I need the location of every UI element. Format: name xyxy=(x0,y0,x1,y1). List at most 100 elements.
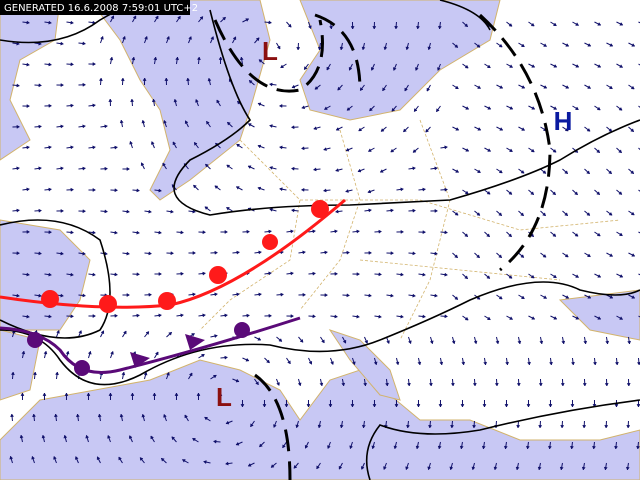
wind-arrow xyxy=(323,106,328,110)
wind-arrow xyxy=(280,64,285,69)
wind-arrow xyxy=(136,272,140,277)
wind-arrow xyxy=(493,466,498,471)
wind-arrow xyxy=(290,229,294,234)
wind-arrow xyxy=(16,83,20,88)
wind-arrow xyxy=(279,145,283,150)
wind-arrow xyxy=(225,420,230,425)
wind-arrow xyxy=(587,85,592,89)
wind-arrow xyxy=(413,108,418,112)
wind-arrow xyxy=(60,251,64,256)
wind-arrow xyxy=(196,392,201,396)
wind-arrow xyxy=(259,443,263,448)
wind-arrow xyxy=(608,128,613,132)
wind-arrow xyxy=(38,124,42,129)
wind-arrow xyxy=(520,254,525,258)
wind-arrow xyxy=(148,251,152,256)
wind-arrow xyxy=(503,445,508,450)
wind-arrow xyxy=(638,63,640,66)
wind-arrow xyxy=(618,106,623,111)
wind-arrow xyxy=(158,272,162,276)
wind-arrow xyxy=(349,445,354,450)
trough xyxy=(314,13,362,91)
wind-arrow xyxy=(21,350,26,355)
wind-arrow xyxy=(348,66,353,71)
wind-arrow xyxy=(188,372,193,377)
wind-arrow xyxy=(20,392,25,396)
wind-arrow xyxy=(317,424,322,429)
wind-arrow xyxy=(282,444,286,449)
wind-arrow xyxy=(257,186,262,191)
wind-arrow xyxy=(236,250,240,255)
wind-arrow xyxy=(53,413,58,418)
wind-arrow xyxy=(321,339,325,344)
wind-arrow xyxy=(92,62,96,67)
wind-arrow xyxy=(437,445,442,450)
wind-arrow xyxy=(98,77,103,82)
wind-arrow xyxy=(574,191,578,196)
wind-arrow xyxy=(9,455,14,460)
wind-arrow xyxy=(290,314,294,319)
wind-arrow xyxy=(472,424,477,429)
wind-arrow xyxy=(255,381,259,386)
wind-arrow xyxy=(268,313,272,318)
wind-arrow xyxy=(188,36,192,40)
wind-arrow xyxy=(323,147,327,151)
wind-arrow xyxy=(549,361,553,366)
wind-arrow xyxy=(486,316,491,320)
wind-arrow xyxy=(464,316,469,321)
wind-arrow xyxy=(412,149,417,153)
wind-arrow xyxy=(53,455,57,460)
wind-arrow xyxy=(416,25,420,30)
wind-arrow xyxy=(87,350,92,355)
wind-arrow xyxy=(60,166,64,171)
warm-symbol xyxy=(99,295,117,313)
wind-arrow xyxy=(543,295,548,299)
wind-arrow xyxy=(436,108,440,113)
wind-arrow xyxy=(121,371,126,376)
wind-arrow xyxy=(587,295,592,299)
wind-arrow xyxy=(444,187,448,192)
wind-arrow xyxy=(531,106,536,110)
wind-arrow xyxy=(314,86,319,90)
wind-arrow xyxy=(60,124,64,129)
wind-arrow xyxy=(96,456,101,461)
wind-arrow xyxy=(531,316,536,320)
wind-arrow xyxy=(141,119,146,124)
wind-arrow xyxy=(575,64,580,68)
wind-arrow xyxy=(26,229,30,234)
wind-arrow xyxy=(152,392,157,396)
wind-arrow xyxy=(552,22,557,26)
wind-arrow xyxy=(575,316,580,320)
wind-arrow xyxy=(631,43,636,47)
wind-arrow xyxy=(70,20,74,25)
wind-arrow xyxy=(444,145,448,150)
warm-symbol xyxy=(41,290,59,308)
wind-arrow xyxy=(486,275,491,279)
wind-arrow xyxy=(335,209,339,214)
wind-arrow xyxy=(638,147,640,151)
wind-arrow xyxy=(168,331,173,336)
wind-arrow xyxy=(412,208,416,213)
wind-arrow xyxy=(26,272,30,277)
wind-arrow xyxy=(226,207,230,211)
wind-arrow xyxy=(42,392,47,396)
wind-arrow xyxy=(38,166,42,171)
wind-arrow xyxy=(119,413,124,418)
wind-arrow xyxy=(154,15,159,20)
wind-arrow xyxy=(614,445,619,450)
wind-arrow xyxy=(504,404,509,408)
wind-arrow xyxy=(48,230,52,235)
wind-arrow xyxy=(509,316,514,320)
wind-arrow xyxy=(269,82,273,87)
isobar xyxy=(439,0,491,31)
wind-arrow xyxy=(268,229,272,234)
wind-arrow xyxy=(486,64,491,68)
wind-arrow xyxy=(394,404,399,408)
wind-arrow xyxy=(210,36,214,40)
wind-arrow xyxy=(247,463,252,467)
wind-arrow xyxy=(339,46,344,51)
occluded-symbol xyxy=(130,352,150,368)
wind-arrow xyxy=(273,424,277,428)
wind-arrow xyxy=(538,383,543,387)
warm-symbol xyxy=(158,292,176,310)
